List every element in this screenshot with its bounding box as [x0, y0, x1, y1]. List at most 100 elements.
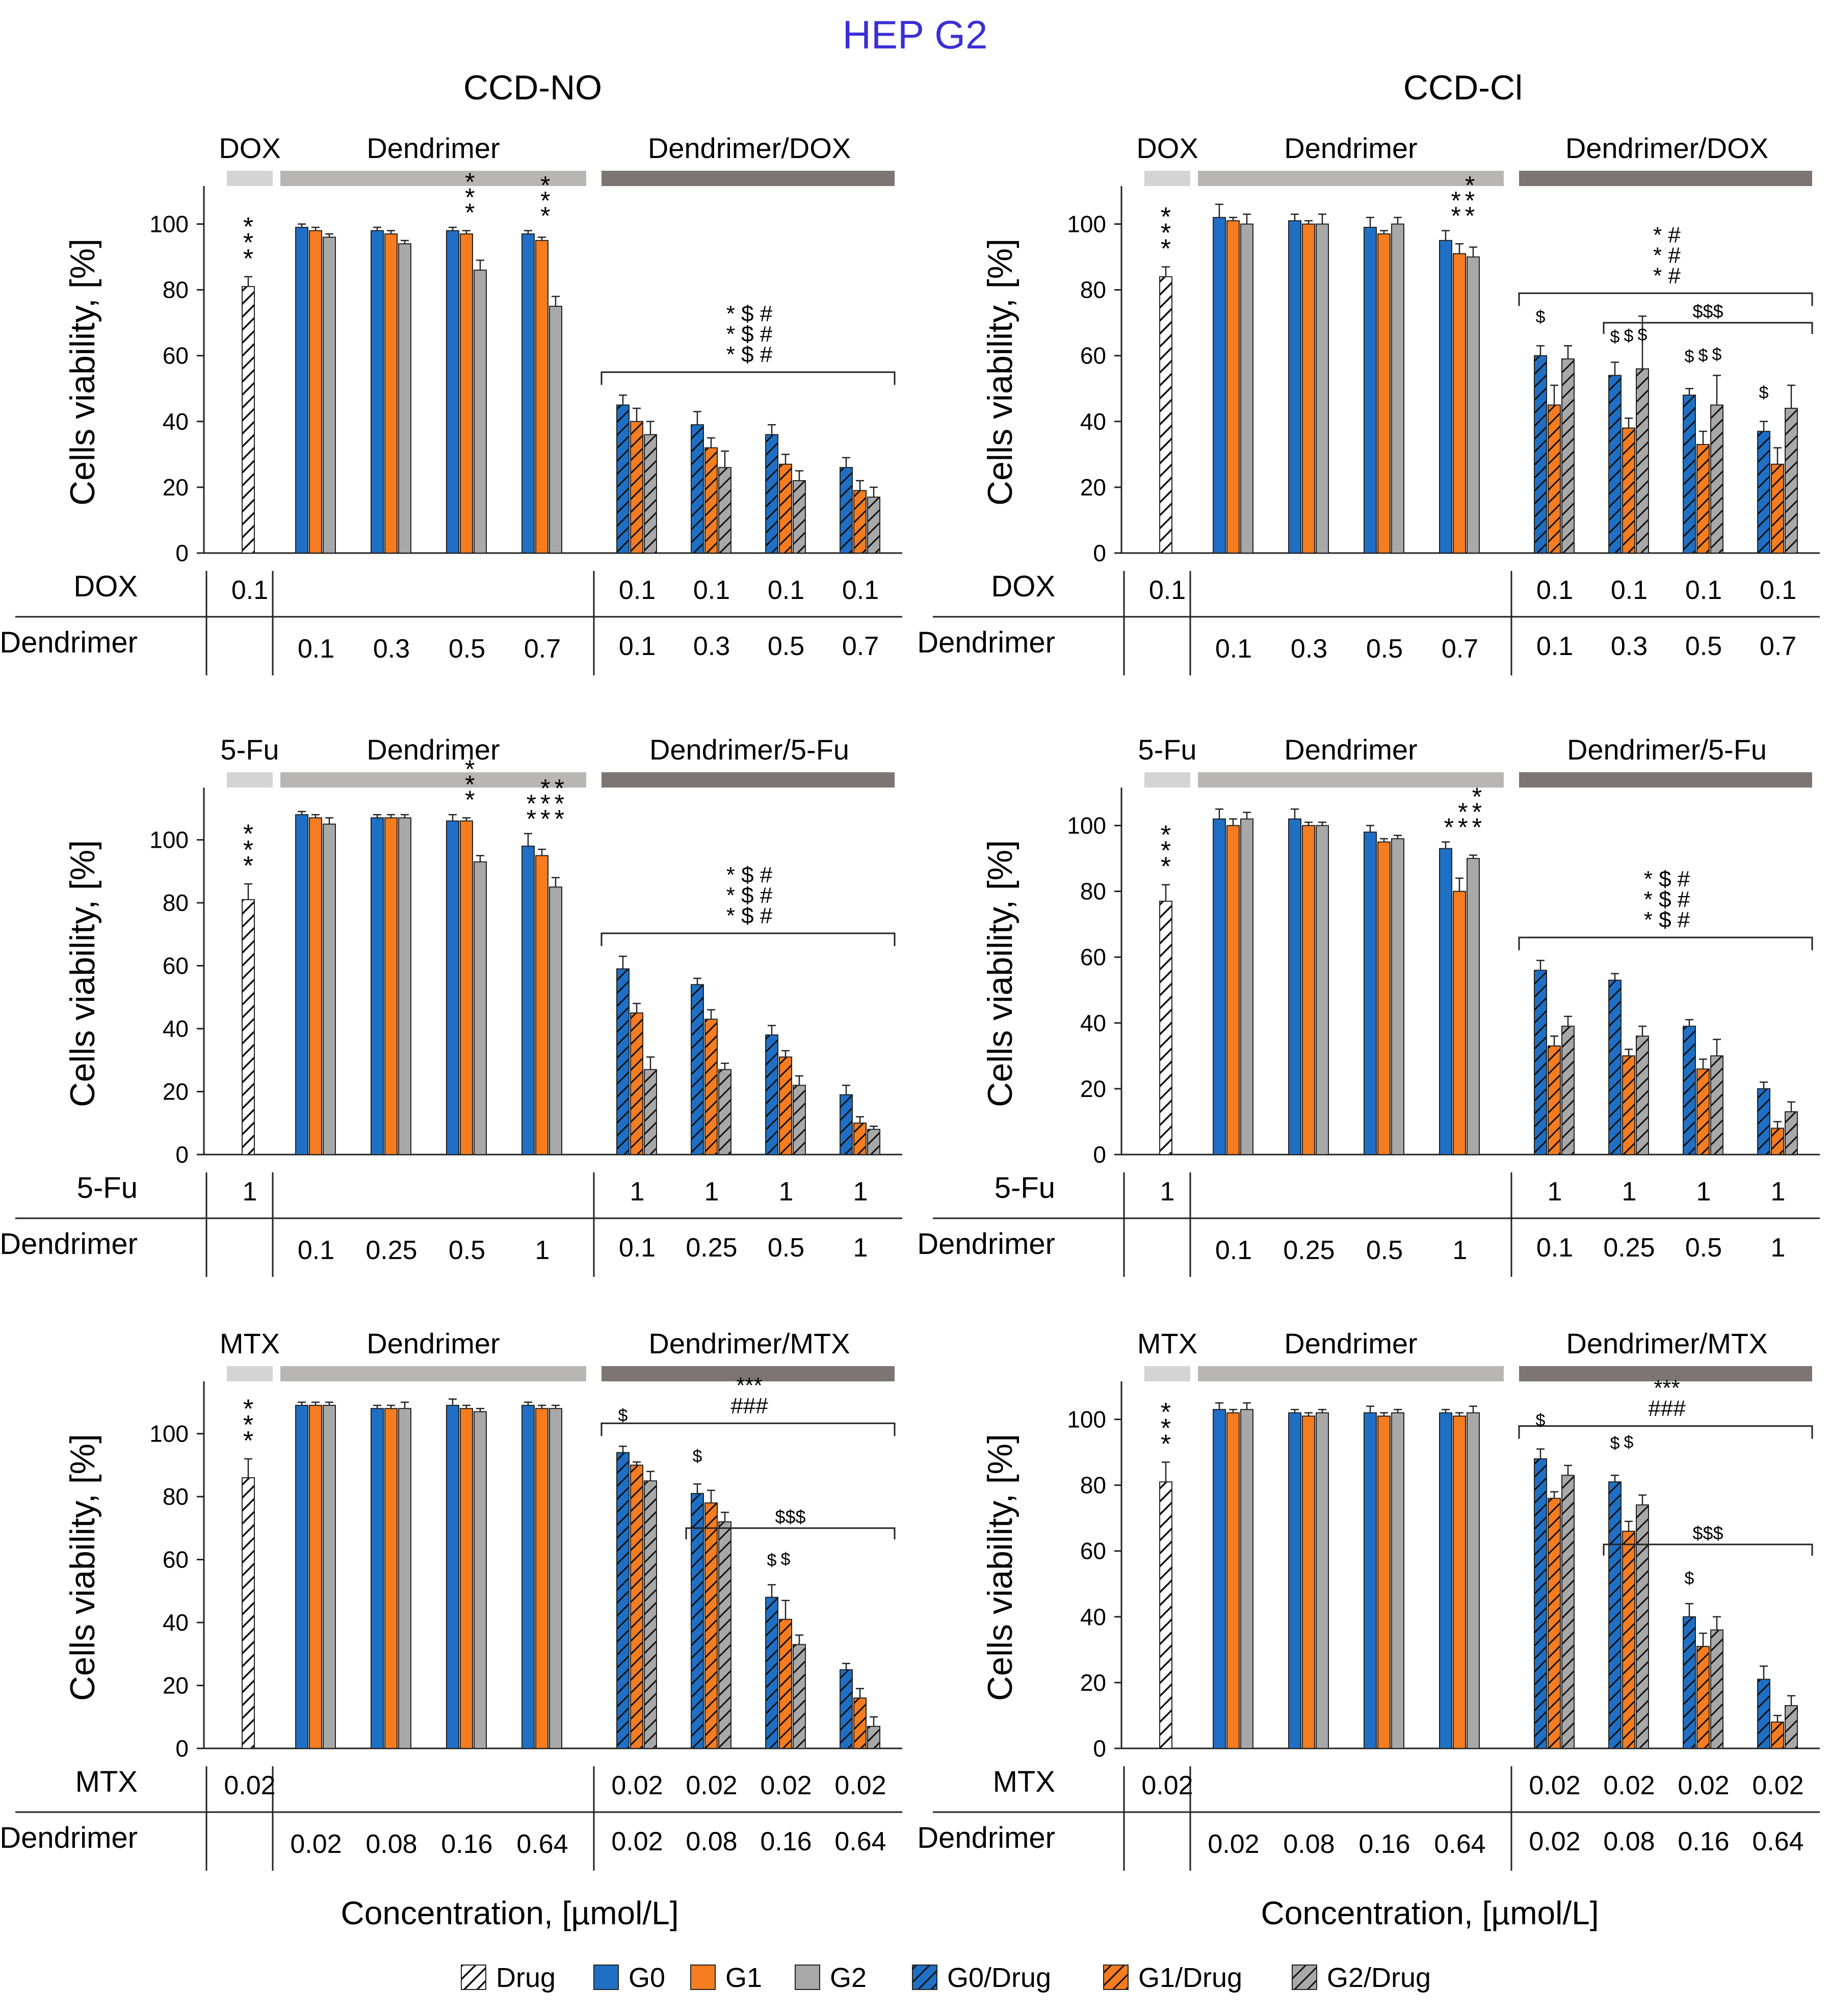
sig-bracket-2 [1603, 322, 1813, 334]
table-row2-label: Dendrimer [917, 1227, 1055, 1261]
bar-g1-drug [1622, 1055, 1635, 1155]
bar-g1-drug [704, 1018, 718, 1155]
group-bar-combo [602, 171, 895, 186]
y-tick-label: 80 [1080, 1472, 1106, 1499]
bar-g0 [521, 1405, 535, 1749]
bar-g2-drug [644, 434, 657, 554]
sig-combo-label: * $ # [1644, 907, 1690, 932]
bar-g2 [323, 823, 336, 1155]
bar-g1 [309, 1405, 322, 1749]
bar-g1-drug [1696, 1068, 1710, 1156]
bar-g1-drug [1548, 1045, 1561, 1155]
sig-dendrimer-4-char: * [1465, 171, 1475, 199]
group-bar-combo [602, 1366, 895, 1381]
table-row2-value: 0.16 [760, 1827, 812, 1856]
group-label-drug: 5-Fu [220, 734, 279, 766]
sig-dendrimer-4-char: * [1444, 813, 1454, 842]
y-tick-label: 0 [1093, 1735, 1106, 1762]
bar-g2 [398, 817, 411, 1156]
sig-combo-dollar: $ [1685, 347, 1694, 366]
y-tick-label: 80 [1080, 277, 1106, 303]
bar-g1 [384, 233, 398, 554]
table-row2-value: 0.5 [1685, 632, 1722, 661]
table-row2-value: 0.1 [298, 1236, 334, 1265]
bar-g0 [1439, 1412, 1452, 1749]
bar-g0 [1213, 1409, 1226, 1749]
sig-combo-dollar: $ [1536, 307, 1546, 327]
bar-g2 [1316, 1412, 1329, 1749]
bar-g1-drug [704, 1502, 718, 1749]
y-tick-label: 60 [1080, 343, 1106, 369]
bar-g2 [1467, 256, 1480, 554]
column-title-right: CCD-Cl [1403, 68, 1523, 107]
table-row2-value: 0.3 [1291, 634, 1327, 664]
bar-g1-drug [1548, 1498, 1561, 1749]
sig-combo-label: * # [1653, 243, 1681, 268]
sig-dendrimer-4-char: * [540, 804, 550, 833]
table-row2-value: 0.1 [1536, 632, 1573, 661]
table-row2-value: 0.02 [611, 1827, 663, 1856]
bar-g0 [1364, 227, 1377, 554]
sig-dendrimer-4-char: * [1451, 186, 1460, 215]
bar-g1 [1377, 1416, 1391, 1749]
table-row1-value: 1 [1622, 1177, 1637, 1207]
table-row2-value: 0.25 [365, 1236, 417, 1265]
bar-g2 [474, 1411, 487, 1749]
bar-g2-drug [644, 1480, 657, 1749]
bar-g1 [1453, 891, 1466, 1155]
bar-g2-drug [867, 1725, 880, 1749]
bar-g0-drug [691, 984, 704, 1155]
legend-label: G1 [725, 1962, 762, 1993]
table-row2-value: 0.64 [834, 1827, 886, 1856]
y-tick-label: 60 [163, 343, 189, 369]
y-tick-label: 60 [163, 1547, 189, 1573]
bar-g0-drug [765, 1596, 778, 1749]
sig-bracket [600, 932, 896, 947]
table-row1-value: 0.1 [1149, 575, 1186, 605]
group-bar-drug [227, 1366, 273, 1381]
bar-g0 [295, 227, 308, 554]
table-row2-value: 0.5 [449, 634, 485, 664]
bar-g0 [1364, 831, 1377, 1156]
sig-drug-char: * [243, 1395, 253, 1424]
table-row1-value: 0.1 [693, 575, 730, 605]
bar-g0-drug [840, 1669, 853, 1749]
table-row1-value: 1 [1771, 1177, 1786, 1207]
group-bar-drug [227, 772, 273, 788]
bar-g1-drug [853, 1697, 867, 1749]
bar-g2-drug [1710, 1055, 1723, 1155]
table-row2-value: 0.16 [441, 1829, 492, 1859]
group-label-dendrimer: Dendrimer [1284, 1327, 1417, 1359]
sig-drug-char: * [243, 1410, 253, 1440]
bar-g1-drug [779, 1618, 792, 1749]
sig-combo-label: *** [736, 1373, 762, 1398]
bar-g0 [371, 1408, 384, 1749]
table-row2-label: Dendrimer [0, 1227, 138, 1261]
sig-dendrimer-4-char: * [1451, 201, 1460, 230]
sig-combo-label: ### [730, 1393, 768, 1418]
y-tick-label: 100 [1067, 813, 1106, 839]
bar-g2 [1467, 1412, 1480, 1749]
legend-swatch-g1 [690, 1965, 716, 1990]
table-row2-value: 0.25 [686, 1233, 737, 1263]
sig-combo-label: * # [1653, 222, 1681, 247]
table-row2-value: 0.5 [1366, 1236, 1403, 1265]
sig-dendrimer-3: *** [465, 168, 475, 227]
y-tick-label: 40 [1080, 408, 1106, 435]
sig-dendrimer-3: *** [465, 755, 475, 814]
bar-g2-drug [1710, 1629, 1723, 1749]
group-bar-dendrimer [280, 171, 586, 186]
table-row1-label: DOX [991, 570, 1055, 603]
table-row1-label: MTX [75, 1765, 138, 1798]
sig-bracket [600, 371, 896, 385]
table-row2-value: 0.7 [1760, 632, 1796, 661]
bar-g0 [1288, 1412, 1301, 1749]
bar-g1-drug [1771, 1721, 1784, 1749]
table-row2-value: 0.02 [1208, 1829, 1259, 1859]
sig-dendrimer-3-char: * [465, 168, 475, 196]
sig-combo-dollar: $ [618, 1406, 628, 1425]
legend-label: G2/Drug [1327, 1962, 1431, 1993]
bar-drug [1159, 901, 1172, 1155]
y-tick-label: 100 [1067, 211, 1106, 238]
bar-g1 [1226, 1412, 1240, 1749]
